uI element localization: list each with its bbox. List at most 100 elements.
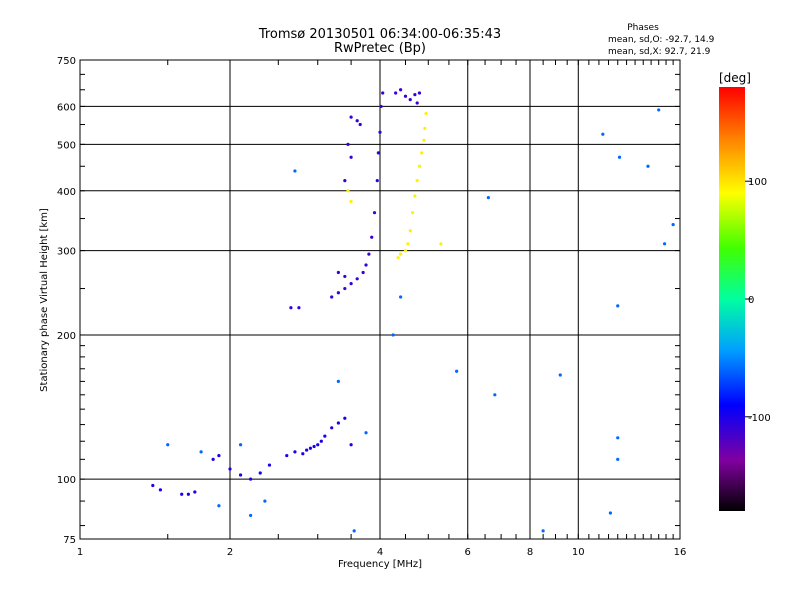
data-point	[493, 393, 497, 397]
stats-line-o: mean, sd,O: -92.7, 14.9	[608, 35, 715, 45]
data-point	[657, 108, 661, 112]
data-point	[349, 199, 353, 204]
x-axis-label: Frequency [MHz]	[338, 559, 422, 570]
data-point	[376, 151, 380, 155]
data-point	[238, 473, 243, 477]
data-point	[616, 457, 620, 461]
data-point	[297, 306, 301, 310]
data-point	[417, 164, 422, 168]
data-point	[671, 222, 675, 227]
data-point	[616, 436, 620, 440]
data-point	[336, 291, 340, 295]
data-point	[646, 164, 650, 168]
x-tick-label: 4	[377, 547, 383, 558]
data-point	[166, 443, 170, 447]
y-ticks: 75 100 200 300 400 500 600 750	[57, 56, 76, 546]
data-point	[263, 499, 267, 503]
data-point	[180, 492, 184, 496]
data-point	[662, 242, 667, 246]
data-point	[249, 477, 253, 481]
data-point	[361, 270, 365, 275]
data-point	[285, 453, 289, 458]
data-point	[391, 333, 395, 337]
stats-heading: Phases	[627, 23, 659, 33]
chart-title: Tromsø 20130501 06:34:00-06:35:43	[258, 27, 501, 42]
data-point	[336, 421, 340, 425]
data-point	[193, 490, 197, 494]
data-point	[417, 91, 422, 95]
data-point	[423, 126, 427, 130]
y-tick-label: 300	[57, 247, 76, 258]
y-tick-label: 100	[57, 475, 76, 486]
data-point	[312, 444, 316, 449]
data-point	[415, 101, 419, 105]
y-tick-label: 75	[63, 535, 76, 546]
data-point	[617, 155, 622, 159]
data-point	[343, 286, 347, 291]
x-tick-label: 8	[527, 547, 533, 558]
colorbar-label: [deg]	[719, 71, 751, 85]
data-point	[378, 130, 382, 134]
data-point	[349, 155, 353, 159]
chart-subtitle: RwPretec (Bp)	[334, 41, 426, 56]
data-point	[413, 93, 417, 97]
data-point	[601, 132, 605, 136]
x-tick-label: 1	[77, 547, 83, 558]
data-point	[217, 453, 221, 458]
data-point	[258, 471, 262, 475]
x-tick-label: 6	[465, 547, 471, 558]
data-point	[158, 488, 163, 492]
data-point	[608, 511, 613, 515]
y-tick-label: 200	[57, 331, 76, 342]
data-point	[381, 91, 385, 95]
colorbar-tick-label: 0	[748, 295, 754, 306]
data-point	[355, 119, 359, 123]
data-point	[186, 492, 190, 496]
y-tick-label: 400	[57, 187, 76, 198]
data-point	[217, 504, 221, 508]
data-point	[399, 88, 403, 92]
data-points	[151, 88, 675, 533]
data-point	[267, 463, 272, 467]
data-point	[420, 151, 424, 155]
data-point	[541, 529, 545, 533]
data-point	[403, 249, 408, 253]
data-point	[406, 242, 410, 246]
data-point	[408, 97, 412, 102]
data-point	[408, 229, 412, 233]
grid	[80, 60, 680, 539]
x-tick-label: 2	[227, 547, 233, 558]
data-point	[379, 104, 383, 109]
y-tick-label: 500	[57, 140, 76, 151]
data-point	[238, 443, 243, 447]
data-point	[323, 434, 327, 438]
data-point	[410, 211, 415, 215]
data-point	[319, 439, 323, 443]
data-point	[330, 295, 334, 299]
data-point	[372, 211, 377, 215]
colorbar-tick-label: 100	[748, 177, 767, 188]
data-point	[349, 115, 353, 119]
data-point	[343, 416, 347, 420]
minor-ticks	[80, 60, 680, 539]
data-point	[439, 242, 443, 246]
y-tick-label: 600	[57, 102, 76, 113]
x-tick-label: 16	[674, 547, 687, 558]
data-point	[305, 448, 309, 452]
data-point	[558, 373, 562, 377]
data-point	[415, 179, 419, 183]
colorbar	[719, 87, 745, 511]
data-point	[308, 446, 313, 450]
colorbar-ticks: 100 0 -100	[745, 177, 771, 424]
data-point	[346, 189, 350, 193]
data-point	[346, 142, 350, 146]
data-point	[422, 138, 426, 142]
x-ticks: 1 2 4 6 8 10 16	[77, 547, 687, 558]
data-point	[364, 431, 368, 435]
data-point	[199, 450, 203, 454]
data-point	[301, 452, 305, 456]
data-point	[424, 111, 428, 116]
data-point	[336, 270, 340, 275]
data-point	[349, 282, 353, 286]
